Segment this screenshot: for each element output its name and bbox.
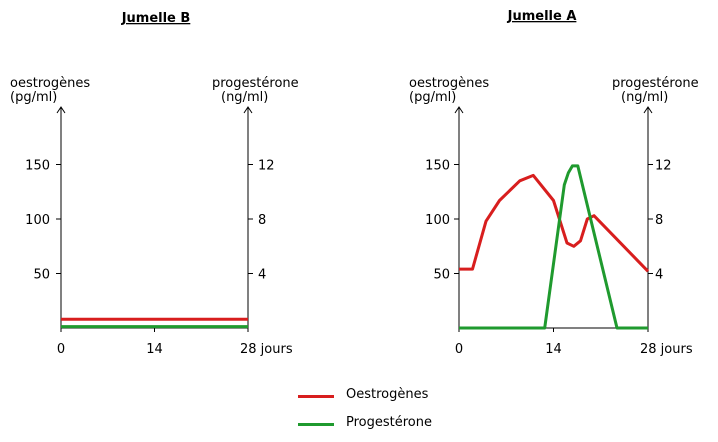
chart-2-title: Jumelle A <box>507 9 577 24</box>
chart-2-y-right-tick-label: 8 <box>655 213 663 228</box>
chart-2-x-tick-label: 14 <box>545 342 562 357</box>
chart-2-y-left-label: oestrogènes <box>409 76 489 91</box>
legend: Oestrogènes Progestérone <box>298 386 498 442</box>
legend-item-progesterone: Progestérone <box>298 414 498 442</box>
chart-1-y-right-unit: (ng/ml) <box>221 90 268 105</box>
chart-1-x-tick-label: 14 <box>146 342 163 357</box>
chart-2-series-progesterone-line <box>459 164 648 330</box>
legend-label-oestrogenes: Oestrogènes <box>346 387 429 402</box>
chart-2-y-left-unit: (pg/ml) <box>409 90 456 105</box>
legend-swatch-progesterone <box>298 423 334 426</box>
chart-1-y-right-tick-label: 4 <box>258 268 266 283</box>
chart-2-x-tick-label: 28 jours <box>640 342 693 357</box>
chart-1-y-left-tick-label: 150 <box>25 159 50 174</box>
chart-2-y-left-tick-label: 150 <box>425 159 450 174</box>
chart-2-y-right-arrow <box>643 106 653 114</box>
legend-item-oestrogenes: Oestrogènes <box>298 386 498 414</box>
legend-swatch-oestrogenes <box>298 395 334 398</box>
chart-2-series-oestrogenes-line <box>459 173 650 273</box>
chart-1-y-left-tick-label: 100 <box>25 213 50 228</box>
chart-1-x-tick-label: 28 jours <box>240 342 293 357</box>
chart-1-y-right-label: progestérone <box>212 76 299 91</box>
chart-1-y-right-tick-label: 8 <box>258 213 266 228</box>
chart-2-y-left-tick-label: 50 <box>433 268 450 283</box>
chart-1-y-right-arrow <box>243 106 253 114</box>
chart-2-y-left-arrow <box>454 106 464 114</box>
chart-2-y-right-label: progestérone <box>612 76 699 91</box>
chart-1-y-left-label: oestrogènes <box>10 76 90 91</box>
chart-2-y-right-tick-label: 12 <box>655 159 672 174</box>
chart-1-title: Jumelle B <box>121 11 191 26</box>
chart-1-y-right-tick-label: 12 <box>258 159 275 174</box>
chart-1-y-left-unit: (pg/ml) <box>10 90 57 105</box>
chart-2-x-tick-label: 0 <box>455 342 463 357</box>
chart-2-y-left-tick-label: 100 <box>425 213 450 228</box>
chart-1-x-tick-label: 0 <box>57 342 65 357</box>
chart-2-y-right-tick-label: 4 <box>655 268 663 283</box>
legend-label-progesterone: Progestérone <box>346 415 432 430</box>
chart-1-y-left-tick-label: 50 <box>33 268 50 283</box>
chart-1-y-left-arrow <box>56 106 66 114</box>
chart-2-y-right-unit: (ng/ml) <box>621 90 668 105</box>
